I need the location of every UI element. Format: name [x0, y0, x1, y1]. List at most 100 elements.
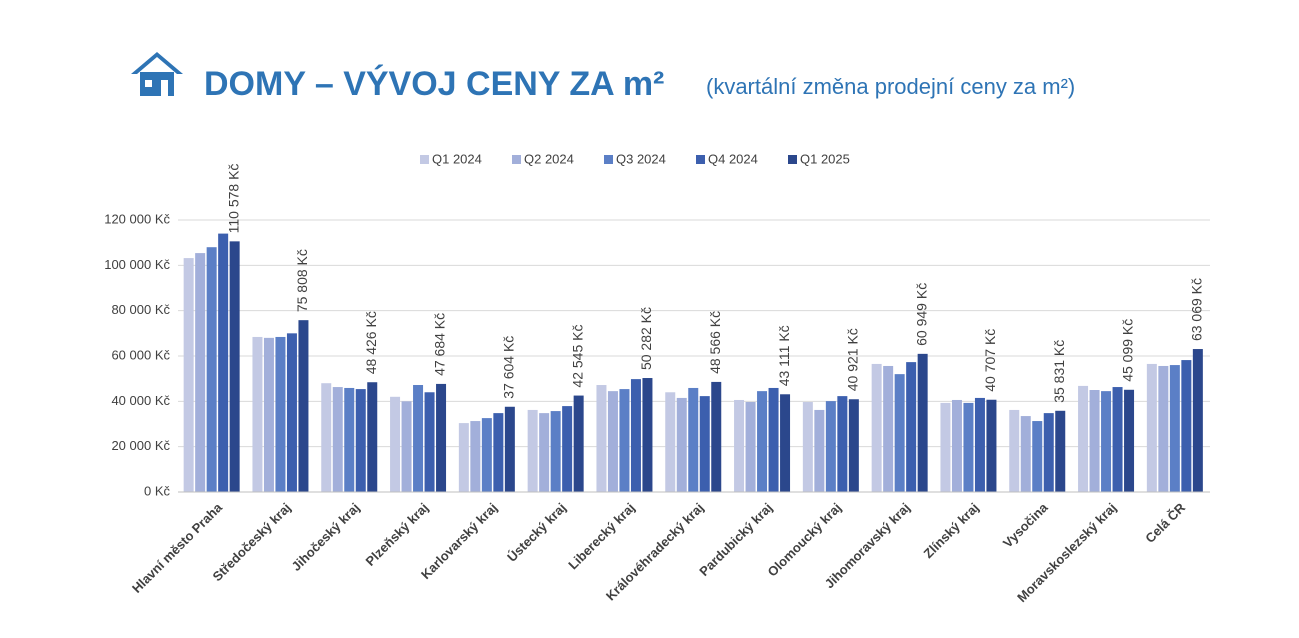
legend-label: Q2 2024: [524, 151, 574, 166]
legend-label: Q1 2025: [800, 151, 850, 166]
bar: [252, 336, 263, 492]
value-label: 40 707 Kč: [982, 329, 998, 392]
value-label: 48 566 Kč: [707, 311, 723, 374]
bar: [275, 336, 286, 492]
value-label: 60 949 Kč: [913, 283, 929, 346]
bar: [401, 401, 412, 492]
bar: [1101, 391, 1112, 492]
value-label: 47 684 Kč: [432, 313, 448, 376]
legend-swatch: [512, 155, 521, 164]
bar: [802, 402, 813, 492]
bar: [298, 320, 309, 492]
bar: [1146, 363, 1157, 492]
bar: [481, 418, 492, 492]
bar: [825, 401, 836, 492]
bar: [1055, 410, 1066, 492]
bar: [1192, 349, 1203, 492]
bar: [1032, 421, 1043, 492]
bar: [1043, 413, 1054, 492]
bar: [963, 402, 974, 492]
bar: [1020, 416, 1031, 492]
bar: [390, 396, 401, 492]
bar: [711, 381, 722, 492]
x-tick-label: Hlavní město Praha: [129, 499, 225, 595]
bar: [206, 247, 217, 492]
bar: [539, 413, 550, 492]
bar: [1078, 385, 1089, 492]
legend-label: Q3 2024: [616, 151, 666, 166]
bar: [596, 385, 607, 492]
bar: [550, 411, 561, 492]
bar: [183, 258, 194, 492]
legend-label: Q1 2024: [432, 151, 482, 166]
bar: [344, 387, 355, 492]
value-label: 42 545 Kč: [569, 325, 585, 388]
value-label: 110 578 Kč: [225, 164, 241, 234]
value-label: 43 111 Kč: [776, 325, 792, 386]
x-tick-label: Jihočeský kraj: [289, 500, 363, 574]
x-tick-label: Zlínský kraj: [921, 500, 982, 561]
house-icon: [131, 52, 183, 96]
y-tick-label: 0 Kč: [144, 483, 171, 498]
bar: [951, 399, 962, 492]
bar: [871, 363, 882, 492]
bar: [1124, 389, 1135, 492]
bar: [630, 379, 641, 492]
legend-swatch: [788, 155, 797, 164]
bar: [745, 402, 756, 492]
bar: [1169, 365, 1180, 492]
legend-swatch: [696, 155, 705, 164]
x-tick-label: Pardubický kraj: [696, 500, 775, 579]
bar: [1112, 387, 1123, 492]
bar: [676, 397, 687, 492]
value-label: 50 282 Kč: [638, 307, 654, 370]
x-tick-label: Olomoucký kraj: [765, 500, 845, 580]
bar: [332, 387, 343, 492]
bar: [940, 402, 951, 492]
y-tick-label: 80 000 Kč: [111, 302, 170, 317]
bar: [699, 396, 710, 492]
bar: [436, 383, 447, 492]
legend-label: Q4 2024: [708, 151, 758, 166]
bar: [894, 374, 905, 492]
value-label: 48 426 Kč: [363, 311, 379, 374]
chart-subtitle: (kvartální změna prodejní ceny za m²): [706, 74, 1075, 99]
bar: [917, 353, 928, 492]
bar: [1181, 360, 1192, 492]
bar: [906, 362, 917, 492]
bar: [286, 333, 297, 492]
bar: [848, 399, 859, 492]
bar: [562, 406, 573, 492]
bar: [195, 253, 206, 492]
chart-title: DOMY – VÝVOJ CENY ZA m²: [204, 65, 664, 103]
bar: [837, 396, 848, 492]
bar: [883, 365, 894, 492]
bar: [688, 387, 699, 492]
bar: [229, 241, 240, 492]
bar: [355, 389, 366, 492]
bar: [757, 391, 768, 492]
bar: [424, 392, 435, 492]
y-tick-label: 60 000 Kč: [111, 347, 170, 362]
bar: [768, 387, 779, 492]
value-label: 40 921 Kč: [845, 328, 861, 391]
bar: [367, 382, 378, 492]
bar: [218, 233, 229, 492]
value-label: 37 604 Kč: [501, 336, 517, 399]
legend-swatch: [604, 155, 613, 164]
bar: [458, 423, 469, 492]
bar: [504, 406, 515, 492]
bar: [642, 378, 653, 492]
bar: [527, 409, 538, 492]
y-tick-label: 100 000 Kč: [104, 257, 170, 272]
x-tick-label: Celá ČR: [1142, 500, 1188, 546]
x-tick-label: Liberecký kraj: [565, 500, 637, 572]
x-tick-label: Ústecký kraj: [504, 500, 569, 565]
bar: [814, 409, 825, 492]
y-tick-label: 20 000 Kč: [111, 438, 170, 453]
bar: [619, 389, 630, 492]
bar: [607, 391, 618, 492]
bar: [321, 383, 332, 492]
bar: [493, 413, 504, 492]
